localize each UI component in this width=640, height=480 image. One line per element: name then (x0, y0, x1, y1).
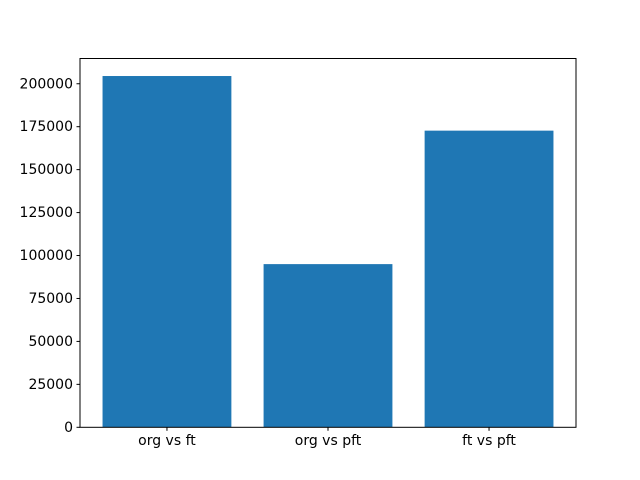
y-tick-label: 75000 (28, 291, 73, 307)
y-tick-label: 100000 (20, 248, 73, 264)
x-tick-label: ft vs pft (462, 433, 516, 449)
y-tick-label: 150000 (20, 162, 73, 178)
y-tick-label: 25000 (28, 377, 73, 393)
x-tick-label: org vs pft (295, 433, 362, 449)
bar (263, 264, 393, 428)
y-tick-label: 125000 (20, 205, 73, 221)
y-tick-label: 0 (64, 420, 73, 436)
y-tick-label: 50000 (28, 334, 73, 350)
bar (424, 130, 554, 428)
x-tick-label: org vs ft (138, 433, 196, 449)
y-tick-label: 200000 (20, 76, 73, 92)
bar (102, 76, 232, 428)
y-tick-label: 175000 (20, 119, 73, 135)
